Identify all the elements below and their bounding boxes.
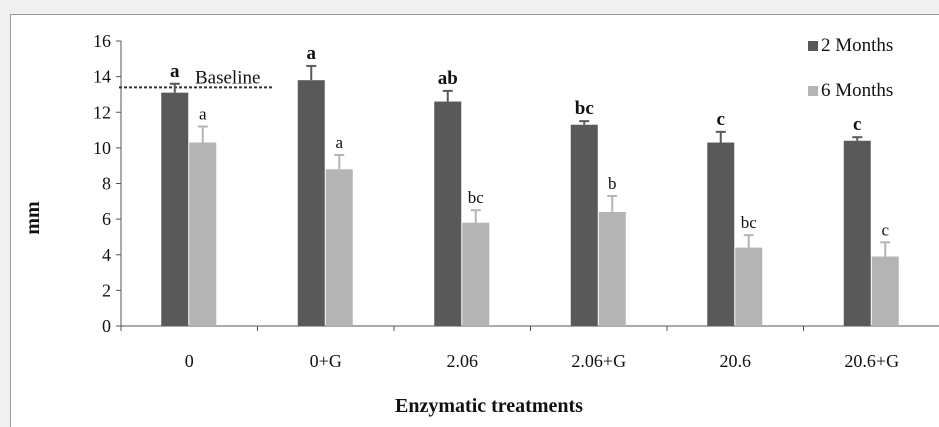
baseline-reference: Baseline — [119, 67, 274, 89]
y-tick-label: 4 — [102, 245, 111, 265]
significance-letter: a — [170, 61, 180, 82]
bar — [843, 140, 871, 326]
y-tick-label: 10 — [93, 138, 111, 158]
x-tick-label: 0+G — [310, 351, 342, 371]
legend-label: 6 Months — [821, 80, 893, 101]
bar — [189, 142, 217, 326]
significance-letter: c — [717, 109, 725, 130]
bar — [462, 222, 490, 326]
significance-letter: b — [608, 174, 617, 193]
legend-label: 2 Months — [821, 35, 893, 56]
x-tick-label: 20.6 — [720, 351, 752, 371]
significance-letter: a — [307, 43, 317, 64]
y-axis-label: mm — [22, 201, 44, 235]
x-tick-label: 2.06+G — [571, 351, 626, 371]
bar — [161, 92, 189, 326]
legend-swatch — [808, 86, 818, 96]
bar — [707, 142, 735, 326]
chart-frame: 0 2 4 6 8 10 12 14 16 0 0+G 2.06 2.06+G 20.6 20.6+G Ba… — [10, 14, 939, 427]
significance-letter: a — [199, 105, 207, 124]
bar — [570, 124, 598, 326]
bar — [297, 80, 325, 326]
y-tick-label: 0 — [102, 316, 111, 336]
baseline-label: Baseline — [195, 67, 260, 88]
legend-swatch — [808, 41, 818, 51]
bar — [598, 212, 626, 326]
significance-letter: ab — [438, 68, 458, 89]
legend: 2 Months 6 Months — [808, 35, 893, 101]
significance-letter: c — [881, 220, 889, 239]
x-tick-label: 2.06 — [447, 351, 479, 371]
x-tick-label: 20.6+G — [844, 351, 899, 371]
bar-chart: 0 2 4 6 8 10 12 14 16 0 0+G 2.06 2.06+G 20.6 20.6+G Ba… — [22, 31, 939, 417]
significance-letter: bc — [741, 213, 758, 232]
bar — [325, 169, 353, 326]
x-tick-label: 0 — [185, 351, 194, 371]
y-tick-label: 12 — [93, 102, 111, 122]
bar — [871, 256, 899, 326]
y-tick-label: 8 — [102, 174, 111, 194]
significance-letter: c — [853, 114, 861, 135]
axes: 0 2 4 6 8 10 12 14 16 0 0+G 2.06 2.06+G 20.6 20.6+G — [93, 31, 939, 371]
y-tick-label: 6 — [102, 209, 111, 229]
significance-letter: bc — [468, 188, 485, 207]
y-tick-label: 2 — [102, 280, 111, 300]
significance-letter: a — [335, 133, 343, 152]
significance-letter: bc — [575, 98, 594, 119]
bar — [434, 101, 462, 326]
bars: a a ab bc c c a a bc b bc c — [161, 43, 899, 326]
y-tick-label: 16 — [93, 31, 111, 51]
x-axis-label: Enzymatic treatments — [395, 395, 583, 417]
bar — [735, 247, 763, 326]
y-tick-label: 14 — [93, 67, 111, 87]
